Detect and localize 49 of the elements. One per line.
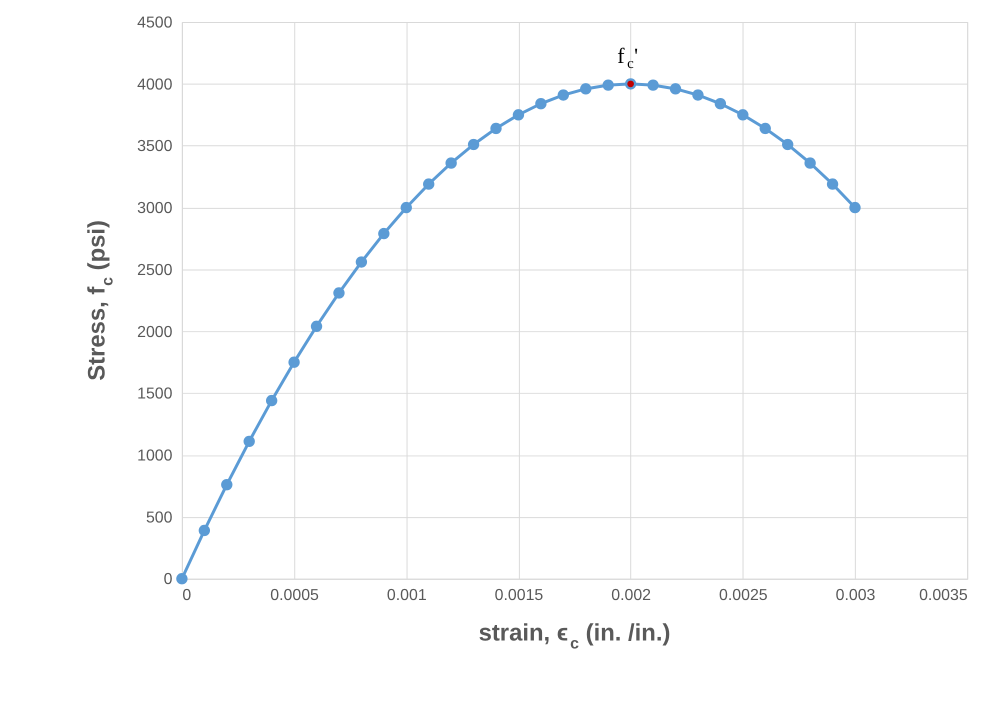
x-tick-label: 0.001 xyxy=(386,587,427,604)
point xyxy=(378,228,390,240)
point xyxy=(512,109,524,120)
point xyxy=(804,157,816,169)
point xyxy=(714,98,726,110)
y-tick-label: 3500 xyxy=(137,138,173,156)
y-tick-label: 0 xyxy=(164,571,173,588)
point xyxy=(647,79,659,91)
point xyxy=(782,138,794,150)
point xyxy=(198,524,210,536)
y-tick-label: 3000 xyxy=(137,200,173,218)
x-tick-label: 0.003 xyxy=(836,587,876,604)
y-tick-label: 1500 xyxy=(137,386,173,403)
point xyxy=(580,83,592,95)
point xyxy=(468,138,480,150)
point xyxy=(558,89,569,101)
x-tick-label: 0.0035 xyxy=(919,587,968,604)
x-tick-label: 0.0025 xyxy=(719,587,768,604)
point xyxy=(692,89,704,101)
y-axis-title: Stress, fc (psi) xyxy=(83,220,116,381)
point xyxy=(333,287,345,299)
point xyxy=(602,79,614,91)
y-tick-label: 1000 xyxy=(137,447,173,464)
y-tick-label: 4500 xyxy=(137,14,173,32)
y-tick-label: 4000 xyxy=(137,76,173,94)
point xyxy=(176,573,188,584)
point xyxy=(445,157,457,169)
point xyxy=(826,178,838,190)
point xyxy=(760,122,771,134)
x-tick-label: 0.0015 xyxy=(494,587,544,604)
point xyxy=(737,109,748,120)
point xyxy=(535,98,547,110)
point xyxy=(310,320,322,332)
point xyxy=(670,83,682,95)
point xyxy=(288,356,300,368)
x-tick-label: 0 xyxy=(182,587,192,604)
x-tick-label: 0.0005 xyxy=(270,587,320,604)
point xyxy=(423,178,434,190)
point xyxy=(221,479,232,490)
y-tick-label: 500 xyxy=(146,509,173,526)
point xyxy=(400,202,412,214)
point xyxy=(266,394,278,406)
point xyxy=(356,256,368,268)
y-tick-label: 2500 xyxy=(137,262,173,279)
y-tick-label: 2000 xyxy=(137,324,173,341)
x-tick-label: 0.002 xyxy=(611,587,652,604)
point xyxy=(849,202,861,214)
point xyxy=(244,436,255,448)
point xyxy=(490,122,502,134)
